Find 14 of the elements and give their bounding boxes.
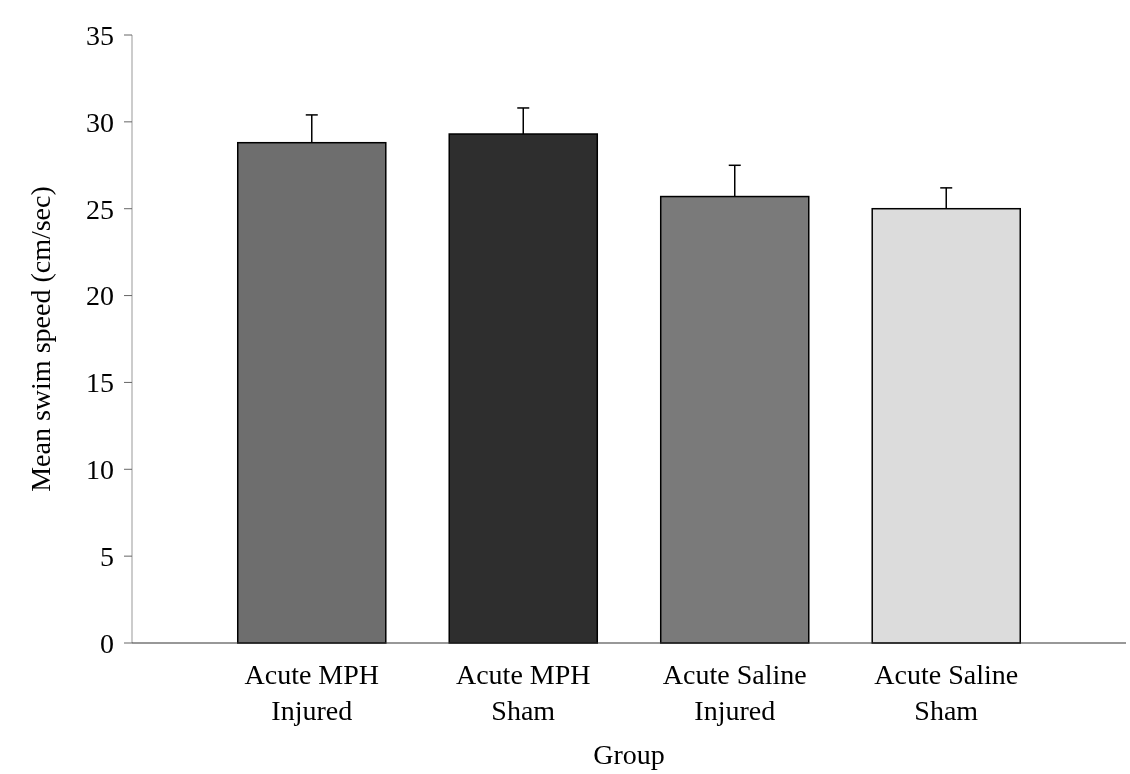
x-tick-label: Acute MPH Sham	[455, 659, 591, 726]
x-tick-label: Acute MPH Injured	[244, 659, 380, 726]
y-axis-title: Mean swim speed (cm/sec)	[25, 186, 56, 492]
x-tick-label: Acute Saline Injured	[662, 659, 807, 726]
y-tick-label: 10	[86, 454, 114, 486]
y-tick-label: 30	[86, 106, 114, 138]
y-tick-label: 0	[100, 627, 114, 659]
y-tick-label: 35	[86, 19, 114, 51]
y-tick-label: 5	[100, 540, 114, 572]
x-tick-label: Acute Saline Sham	[874, 659, 1019, 726]
y-tick-label: 25	[86, 193, 114, 225]
y-tick-label: 15	[86, 367, 114, 399]
y-tick-label: 20	[86, 280, 114, 312]
x-axis-title: Group	[593, 739, 665, 770]
